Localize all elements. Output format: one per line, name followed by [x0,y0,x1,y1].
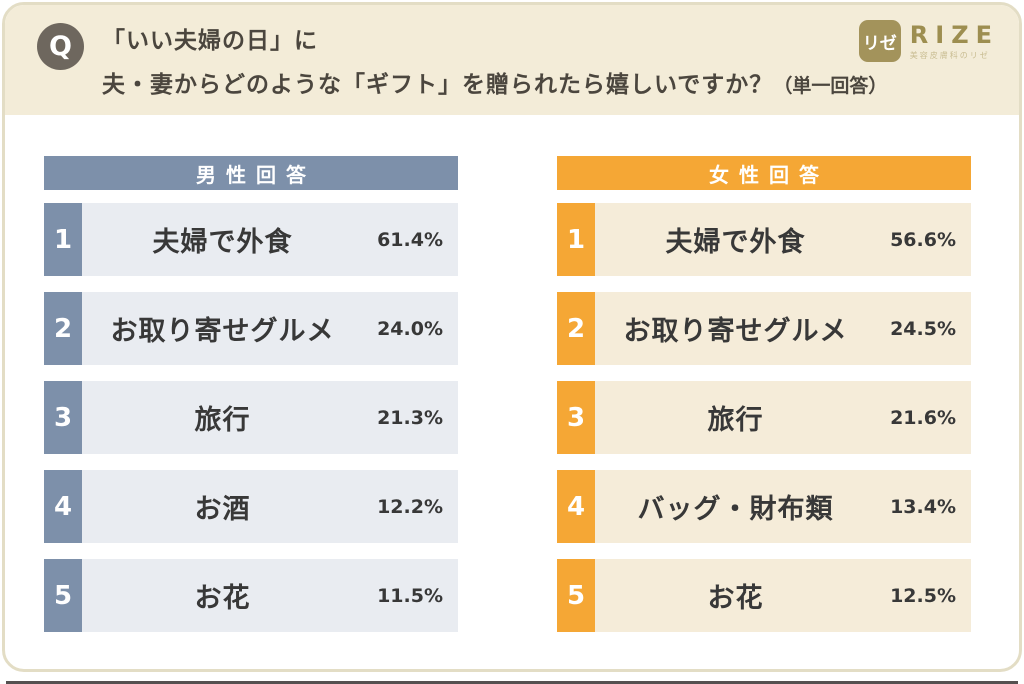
row-body: お取り寄せグルメ 24.5% [595,292,971,365]
gift-label: 夫婦で外食 [152,227,293,258]
rank-badge: 3 [557,381,595,454]
table-row: 2 お取り寄せグルメ 24.5% [557,292,971,365]
question-icon: Q [37,23,84,70]
female-column-header: 女性回答 [557,156,971,190]
rank-badge: 2 [557,292,595,365]
question-header: Q 「いい夫婦の日」に 夫・妻からどのような「ギフト」を贈られたら嬉しいですか？… [5,5,1019,115]
table-row: 1 夫婦で外食 56.6% [557,203,971,276]
percentage-value: 21.6% [890,406,956,429]
ranking-columns: 男性回答 1 夫婦で外食 61.4% 2 お取り寄せグルメ 24.0% [5,115,1019,648]
row-body: 夫婦で外食 56.6% [595,203,971,276]
rank-badge: 4 [557,470,595,543]
rize-logo-subtitle: 美容皮膚科のリゼ [909,51,990,60]
gift-label: 夫婦で外食 [665,227,806,258]
row-body: 旅行 21.3% [82,381,458,454]
rize-logo-name: RIZE [909,21,999,49]
question-note: （単一回答） [773,75,888,97]
percentage-value: 12.5% [890,584,956,607]
rank-badge: 2 [44,292,82,365]
percentage-value: 13.4% [890,495,956,518]
row-body: お酒 12.2% [82,470,458,543]
rank-badge: 4 [44,470,82,543]
rank-badge: 5 [557,559,595,632]
gift-label: お花 [194,583,251,614]
percentage-value: 21.3% [377,406,443,429]
row-body: お花 12.5% [595,559,971,632]
gift-label: 旅行 [707,405,764,436]
row-body: 旅行 21.6% [595,381,971,454]
gift-label: お花 [707,583,764,614]
rize-logo: リゼ RIZE 美容皮膚科のリゼ [858,20,999,62]
table-row: 5 お花 12.5% [557,559,971,632]
gift-label: お酒 [194,494,251,525]
question-line-1: 「いい夫婦の日」に [102,28,318,54]
row-body: お花 11.5% [82,559,458,632]
percentage-value: 12.2% [377,495,443,518]
rize-logo-icon: リゼ [858,20,901,62]
rank-badge: 3 [44,381,82,454]
table-row: 1 夫婦で外食 61.4% [44,203,458,276]
male-rows: 1 夫婦で外食 61.4% 2 お取り寄せグルメ 24.0% 3 [44,203,458,632]
table-row: 4 バッグ・財布類 13.4% [557,470,971,543]
row-body: お取り寄せグルメ 24.0% [82,292,458,365]
question-line-2: 夫・妻からどのような「ギフト」を贈られたら嬉しいですか？（単一回答） [102,72,888,98]
rank-badge: 1 [44,203,82,276]
percentage-value: 24.5% [890,317,956,340]
rize-logo-text: RIZE 美容皮膚科のリゼ [910,20,999,61]
percentage-value: 24.0% [377,317,443,340]
percentage-value: 56.6% [890,228,956,251]
question-text: 「いい夫婦の日」に 夫・妻からどのような「ギフト」を贈られたら嬉しいですか？（単… [102,19,887,108]
percentage-value: 61.4% [377,228,443,251]
female-column: 女性回答 1 夫婦で外食 56.6% 2 お取り寄せグルメ 24.5% [557,156,971,648]
rank-badge: 5 [44,559,82,632]
gift-label: お取り寄せグルメ [110,316,335,347]
table-row: 2 お取り寄せグルメ 24.0% [44,292,458,365]
female-rows: 1 夫婦で外食 56.6% 2 お取り寄せグルメ 24.5% 3 [557,203,971,632]
table-row: 3 旅行 21.3% [44,381,458,454]
gift-label: バッグ・財布類 [637,494,834,525]
gift-label: 旅行 [194,405,251,436]
table-row: 5 お花 11.5% [44,559,458,632]
row-body: 夫婦で外食 61.4% [82,203,458,276]
survey-card: Q 「いい夫婦の日」に 夫・妻からどのような「ギフト」を贈られたら嬉しいですか？… [2,2,1022,672]
percentage-value: 11.5% [377,584,443,607]
gift-label: お取り寄せグルメ [623,316,848,347]
male-column-header: 男性回答 [44,156,458,190]
table-row: 3 旅行 21.6% [557,381,971,454]
male-column: 男性回答 1 夫婦で外食 61.4% 2 お取り寄せグルメ 24.0% [44,156,458,648]
rank-badge: 1 [557,203,595,276]
table-row: 4 お酒 12.2% [44,470,458,543]
bottom-crop-edge [6,681,1018,684]
row-body: バッグ・財布類 13.4% [595,470,971,543]
